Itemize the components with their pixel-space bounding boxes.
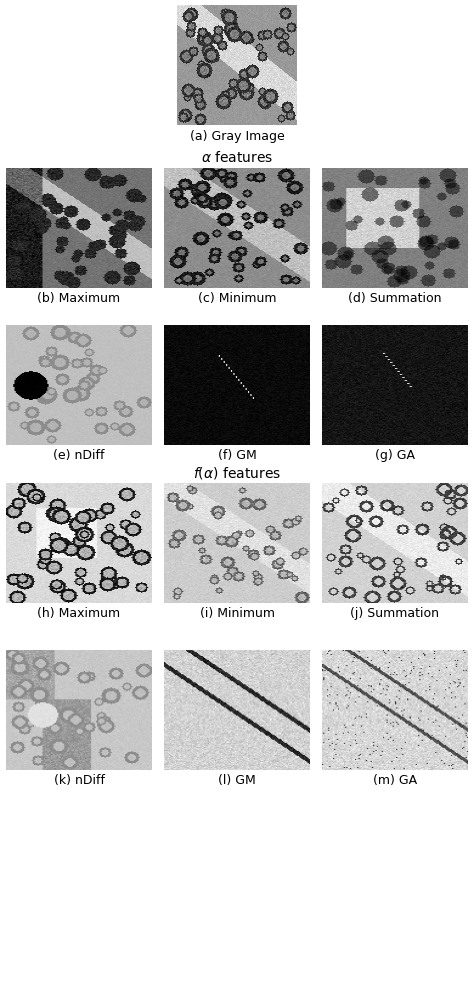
Text: (i) Minimum: (i) Minimum	[200, 607, 274, 620]
Text: (g) GA: (g) GA	[375, 449, 415, 462]
Text: $f(\alpha)$ features: $f(\alpha)$ features	[193, 465, 281, 481]
Text: (h) Maximum: (h) Maximum	[37, 607, 120, 620]
Text: (e) nDiff: (e) nDiff	[53, 449, 105, 462]
Text: (c) Minimum: (c) Minimum	[198, 292, 276, 305]
Text: $\alpha$ features: $\alpha$ features	[201, 150, 273, 165]
Text: (m) GA: (m) GA	[373, 774, 417, 787]
Text: (l) GM: (l) GM	[218, 774, 256, 787]
Text: (b) Maximum: (b) Maximum	[37, 292, 120, 305]
Text: (a) Gray Image: (a) Gray Image	[190, 130, 284, 143]
Text: (k) nDiff: (k) nDiff	[54, 774, 104, 787]
Text: (d) Summation: (d) Summation	[348, 292, 442, 305]
Text: (f) GM: (f) GM	[218, 449, 256, 462]
Text: (j) Summation: (j) Summation	[350, 607, 439, 620]
